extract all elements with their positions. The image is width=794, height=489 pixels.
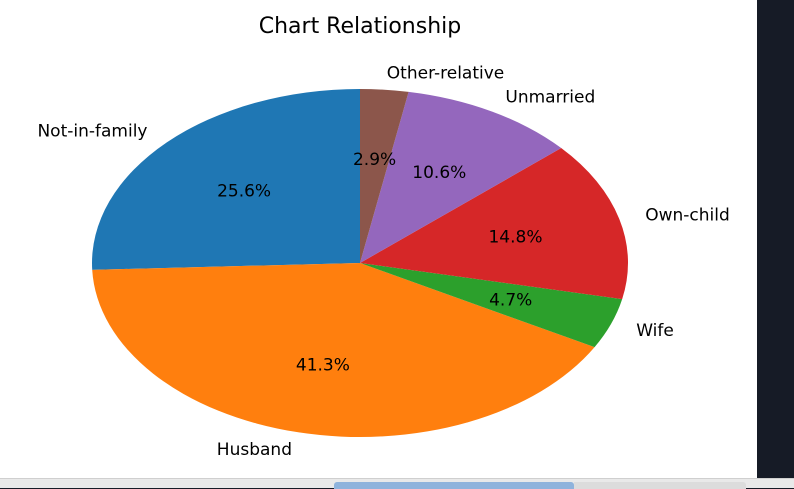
slice-percent-label: 4.7%	[489, 291, 532, 311]
chart-title: Chart Relationship	[259, 14, 462, 39]
slice-category-label: Other-relative	[387, 63, 504, 83]
pie-slice-not-in-family	[92, 89, 360, 270]
pie-slice-unmarried	[360, 91, 562, 263]
slice-percent-label: 41.3%	[296, 356, 350, 376]
pie-labels: 25.6% Not-in-family 41.3% Husband 4.7% Wife 14…	[37, 63, 729, 460]
slice-percent-label: 25.6%	[217, 182, 271, 202]
scrollbar-track[interactable]	[574, 482, 746, 489]
slice-category-label: Wife	[636, 321, 674, 341]
slice-category-label: Unmarried	[505, 88, 595, 108]
pie-slice-other-relative	[360, 89, 409, 263]
scrollbar-thumb[interactable]	[334, 482, 574, 489]
chart-figure: Chart Relationship 25.6% Not-in-family 41.…	[0, 0, 757, 478]
pie-slice-husband	[92, 263, 595, 437]
slice-percent-label: 10.6%	[412, 163, 466, 183]
window-side-panel	[757, 0, 794, 478]
slice-category-label: Husband	[217, 440, 292, 460]
pie-slice-wife	[360, 263, 623, 348]
pie-slice-own-child	[360, 148, 628, 300]
horizontal-scrollbar[interactable]	[0, 478, 794, 489]
slice-category-label: Own-child	[645, 206, 730, 226]
slice-percent-label: 2.9%	[353, 150, 396, 170]
pie-slices	[92, 89, 628, 437]
slice-category-label: Not-in-family	[37, 121, 147, 141]
slice-percent-label: 14.8%	[488, 228, 542, 248]
pie-chart: Chart Relationship 25.6% Not-in-family 41.…	[37, 14, 729, 460]
